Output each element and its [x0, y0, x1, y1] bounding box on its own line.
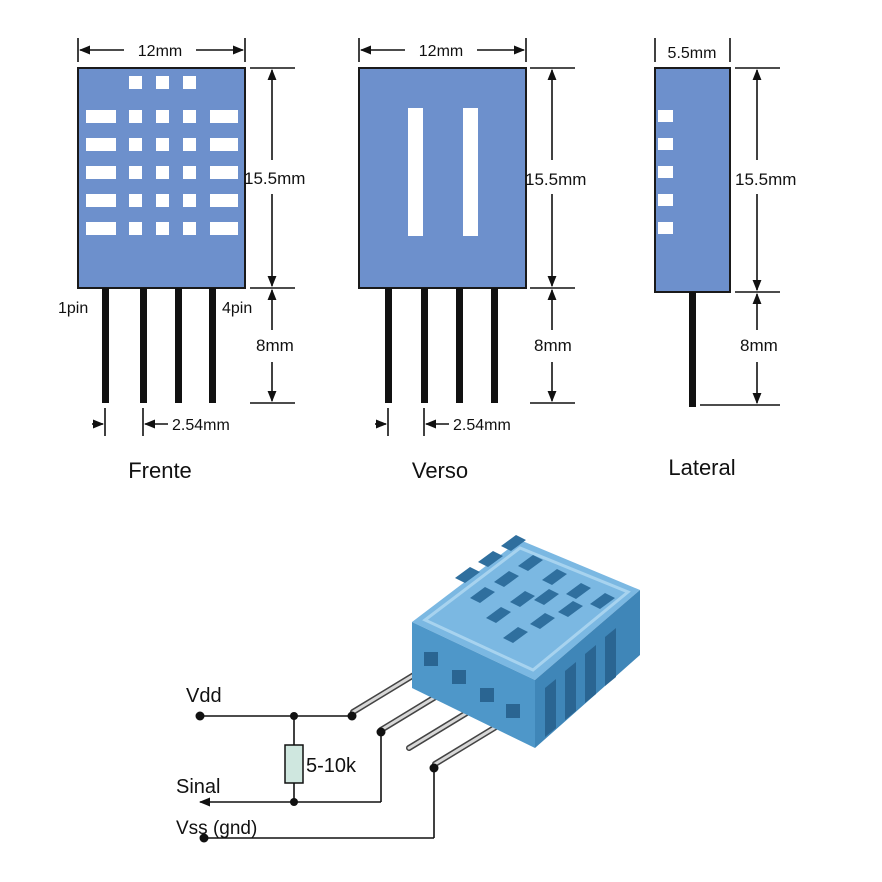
sensor-3d-front-face	[412, 622, 535, 748]
circuit-nodes	[195, 711, 439, 843]
vdd-label: Vdd	[186, 685, 222, 707]
front-pin-length-label: 8mm	[256, 336, 294, 355]
back-view: 12mm 15.5mm 8mm 2.54mm Verso	[358, 38, 586, 483]
sensor-3d-side-slots	[545, 628, 616, 737]
front-height-label: 15.5mm	[244, 169, 305, 188]
front-width-label: 12mm	[138, 43, 182, 60]
side-view: 5.5mm 15.5mm 8mm Lateral	[654, 38, 796, 480]
front-caption: Frente	[128, 458, 192, 483]
sensor-3d	[350, 535, 640, 767]
back-pin-length-label: 8mm	[534, 336, 572, 355]
back-pins	[385, 288, 498, 403]
sensor-3d-vents	[455, 535, 615, 643]
back-caption: Verso	[412, 458, 468, 483]
front-pin4-label: 4pin	[222, 300, 252, 317]
side-width-dimension	[654, 38, 731, 62]
back-height-dimension	[530, 67, 575, 404]
side-width-label: 5.5mm	[668, 45, 717, 62]
front-pitch-label: 2.54mm	[172, 417, 230, 434]
front-pin1-label: 1pin	[58, 300, 88, 317]
back-body	[358, 67, 527, 289]
sensor-3d-sockets	[424, 652, 520, 718]
back-pitch-label: 2.54mm	[453, 417, 511, 434]
resistor-label: 5-10k	[306, 755, 357, 777]
side-height-dimension	[700, 67, 780, 406]
back-height-label: 15.5mm	[525, 170, 586, 189]
back-pitch-dimension	[375, 408, 449, 436]
back-slot-left	[408, 108, 423, 236]
front-width-dimension	[77, 38, 246, 62]
back-width-label: 12mm	[419, 43, 463, 60]
side-vents	[658, 110, 673, 234]
back-width-dimension	[358, 38, 527, 62]
sensor-3d-rim	[422, 546, 631, 672]
front-view: 12mm 15.5mm 8mm 1pin 4pin 2.54mm Frente	[58, 38, 305, 483]
signal-label: Sinal	[176, 776, 220, 798]
front-pins	[102, 288, 216, 403]
back-slot-right	[463, 108, 478, 236]
front-vent-grid	[86, 76, 238, 235]
side-caption: Lateral	[668, 455, 735, 480]
side-height-label: 15.5mm	[735, 170, 796, 189]
resistor	[284, 744, 304, 784]
front-height-dimension	[250, 67, 295, 404]
side-body	[654, 67, 731, 293]
side-pin	[689, 292, 696, 407]
vss-label: Vss (gnd)	[176, 818, 257, 839]
front-pitch-dimension	[92, 408, 168, 436]
side-pin-length-label: 8mm	[740, 336, 778, 355]
